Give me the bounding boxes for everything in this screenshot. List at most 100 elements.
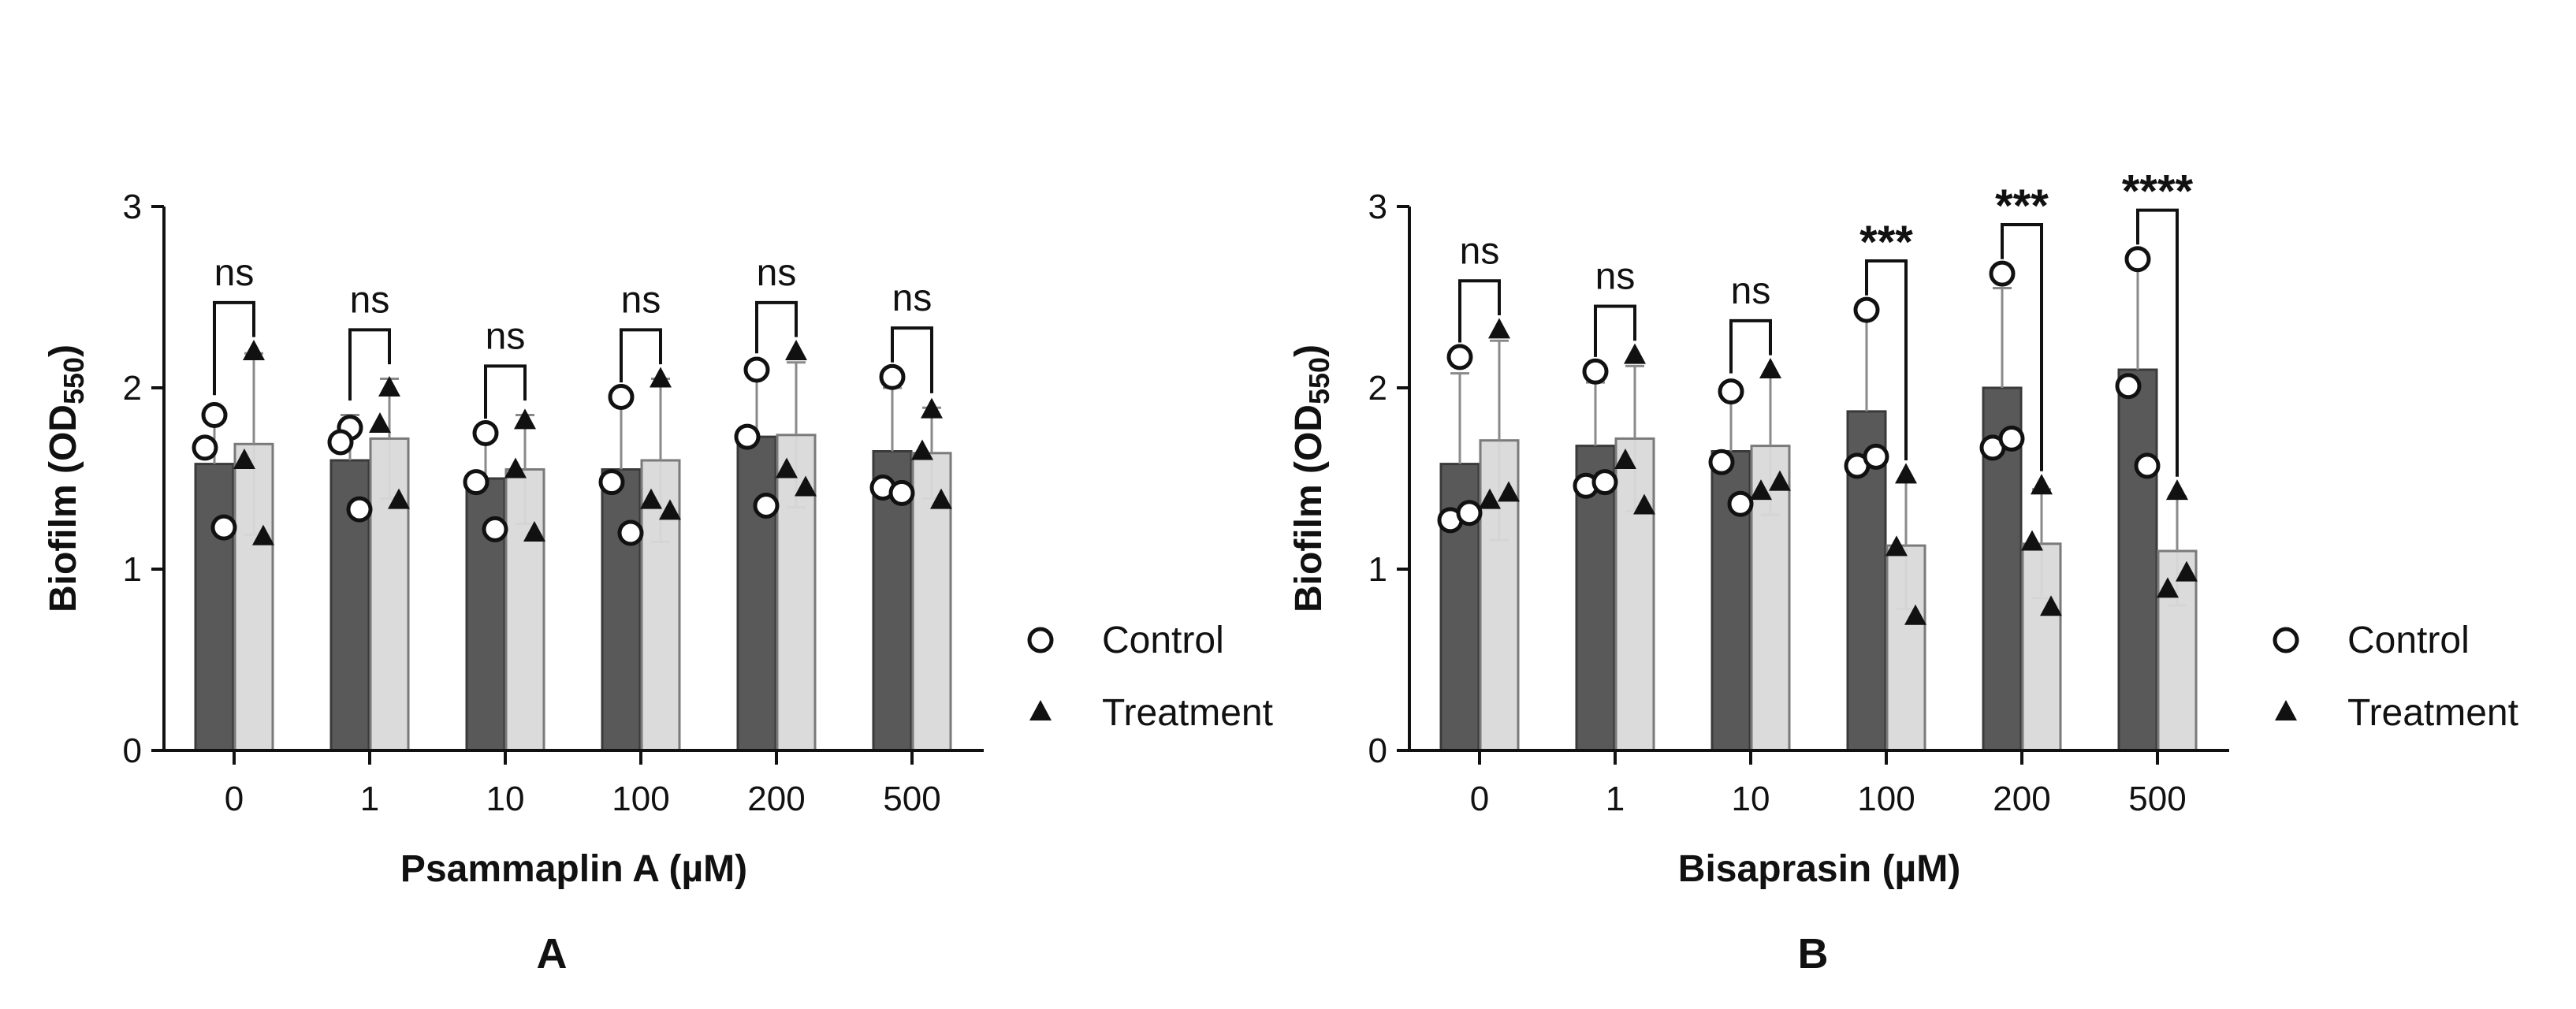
chart-panel-a: ns ns ns ns ns ns 0 1 2 3 0 1 10 100 200 500 Psammaplin … <box>43 188 1273 977</box>
x-tick-label: 100 <box>1857 780 1915 818</box>
data-point-treatment <box>1614 449 1636 469</box>
data-point-control <box>1708 449 1735 475</box>
data-point-treatment <box>1633 493 1655 515</box>
data-point-control <box>608 384 635 410</box>
significance-label: ns <box>757 252 797 294</box>
bar-treatment <box>369 437 410 752</box>
data-point-control <box>1989 260 2016 287</box>
data-point-treatment <box>776 457 798 478</box>
data-point-treatment <box>1750 479 1772 501</box>
significance-bracket <box>2136 208 2179 477</box>
data-point-treatment <box>1479 488 1501 509</box>
data-point-treatment <box>2031 474 2053 495</box>
data-point-control <box>1591 469 1618 496</box>
data-point-control <box>210 514 237 541</box>
legend-control-marker <box>2273 627 2299 653</box>
data-point-control <box>327 429 354 456</box>
x-tick-label: 500 <box>2128 780 2186 818</box>
data-point-treatment <box>369 412 391 433</box>
significance-bracket <box>484 364 527 419</box>
data-point-treatment <box>2166 479 2188 501</box>
significance-label: ns <box>486 315 526 357</box>
data-point-treatment <box>514 408 536 430</box>
data-point-treatment <box>930 488 952 509</box>
bar-treatment <box>1885 544 1926 752</box>
x-tick-label: 10 <box>1732 780 1770 818</box>
data-point-treatment <box>659 499 681 520</box>
data-point-control <box>1727 490 1754 517</box>
y-tick-label: 0 <box>123 732 142 770</box>
data-point-control <box>734 423 761 450</box>
legend-control-marker <box>1027 627 1054 653</box>
data-point-treatment <box>233 449 255 469</box>
x-tick-label: 0 <box>1470 780 1489 818</box>
legend-treatment-marker <box>1029 700 1052 720</box>
significance-label: **** <box>2122 166 2194 218</box>
y-tick-label: 2 <box>1368 369 1387 408</box>
significance-bracket <box>213 300 255 396</box>
panel-label: A <box>537 930 568 977</box>
data-point-treatment <box>921 397 943 419</box>
data-point-control <box>192 434 218 461</box>
data-point-treatment <box>795 475 817 497</box>
data-point-control <box>598 469 625 496</box>
data-point-treatment <box>1769 470 1791 491</box>
y-axis-title-close: ) <box>1288 344 1330 357</box>
data-point-treatment <box>640 488 662 509</box>
data-point-control <box>201 402 228 428</box>
legend-treatment-label: Treatment <box>1102 692 1273 734</box>
data-point-treatment <box>523 521 545 542</box>
significance-bracket <box>755 300 798 354</box>
significance-label: *** <box>1859 217 1913 268</box>
significance-bracket <box>1865 259 1908 460</box>
significance-label: ns <box>350 279 390 321</box>
y-tick-label: 1 <box>123 550 142 589</box>
x-tick-label: 1 <box>360 780 379 818</box>
bar-control <box>736 435 777 752</box>
data-point-control <box>346 496 373 523</box>
y-axis-title-subscript: 550 <box>1303 357 1335 404</box>
data-point-control <box>743 356 770 383</box>
data-point-control <box>1582 358 1609 385</box>
data-point-treatment <box>243 340 265 360</box>
data-point-control <box>879 363 906 390</box>
y-tick-label: 2 <box>123 369 142 408</box>
data-point-control <box>1718 378 1744 405</box>
significance-label: *** <box>1995 181 2049 232</box>
data-point-control <box>463 469 490 496</box>
data-point-control <box>2124 246 2151 273</box>
x-axis-title: Bisaprasin (µM) <box>1678 848 1960 890</box>
data-point-treatment <box>785 340 807 360</box>
data-point-treatment <box>2157 577 2179 598</box>
legend-control-label: Control <box>2347 620 2470 661</box>
data-point-treatment <box>911 439 933 460</box>
data-point-control <box>2115 373 2142 400</box>
data-point-control <box>1863 443 1889 470</box>
legend: Control Treatment <box>1027 620 1273 734</box>
data-point-control <box>1853 296 1880 323</box>
bar-treatment <box>1614 437 1655 752</box>
x-tick-label: 200 <box>1993 780 2050 818</box>
y-tick-label: 0 <box>1368 732 1387 770</box>
y-axis-title: Biofilm (OD550) <box>43 344 90 612</box>
legend: Control Treatment <box>2273 620 2518 734</box>
data-point-control <box>1446 344 1473 370</box>
x-tick-label: 0 <box>225 780 244 818</box>
significance-bracket <box>2001 223 2043 471</box>
significance-bracket <box>891 326 933 393</box>
y-tick-label: 3 <box>123 188 142 226</box>
x-axis-title: Psammaplin A (µM) <box>400 848 747 890</box>
data-point-treatment <box>1885 535 1908 557</box>
data-point-control <box>1456 500 1483 527</box>
significance-bracket <box>1729 318 1772 374</box>
data-point-control <box>2134 452 2161 479</box>
significance-label: ns <box>892 277 932 319</box>
data-point-treatment <box>388 488 410 509</box>
significance-label: ns <box>1460 230 1500 272</box>
legend-treatment-label: Treatment <box>2347 692 2518 734</box>
significance-label: ns <box>1731 270 1771 312</box>
significance-bracket <box>348 328 391 401</box>
data-point-control <box>753 493 780 519</box>
